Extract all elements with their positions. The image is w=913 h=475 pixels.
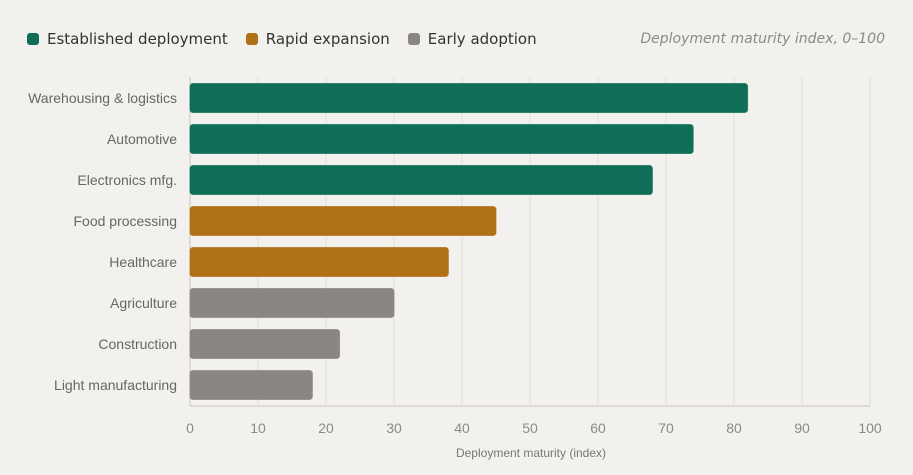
x-tick-label: 20 (318, 420, 334, 436)
bar (189, 124, 694, 154)
legend-label-early: Early adoption (427, 30, 537, 48)
x-tick-label: 70 (658, 420, 674, 436)
legend-label-established: Established deployment (47, 30, 228, 48)
x-tick-label: 80 (726, 420, 742, 436)
legend-item-established: Established deployment (27, 30, 228, 48)
legend-item-early: Early adoption (407, 30, 537, 48)
x-tick-label: 50 (522, 420, 538, 436)
bar (189, 370, 313, 400)
legend-label-rapid: Rapid expansion (265, 30, 390, 48)
legend-item-rapid: Rapid expansion (245, 30, 390, 48)
legend-swatch-rapid (245, 33, 258, 45)
legend: Established deployment Rapid expansion E… (27, 30, 555, 48)
category-label: Agriculture (110, 295, 177, 311)
x-tick-label: 0 (186, 420, 194, 436)
x-axis-title: Deployment maturity (index) (456, 446, 606, 460)
bar (189, 165, 653, 195)
x-tick-label: 30 (386, 420, 402, 436)
x-tick-label: 10 (250, 420, 266, 436)
chart-subtitle: Deployment maturity index, 0–100 (640, 31, 885, 47)
category-label: Automotive (107, 131, 177, 147)
legend-swatch-early (407, 33, 420, 45)
bar (189, 247, 449, 277)
legend-swatch-established (27, 33, 39, 45)
bar (189, 206, 497, 236)
bar (189, 288, 395, 318)
bar (189, 83, 749, 113)
x-tick-label: 40 (454, 420, 470, 436)
category-label: Light manufacturing (54, 377, 177, 393)
category-label: Food processing (73, 213, 177, 229)
category-label: Warehousing & logistics (28, 90, 177, 106)
x-tick-label: 90 (794, 420, 810, 436)
x-tick-label: 60 (590, 420, 606, 436)
category-label: Electronics mfg. (77, 172, 177, 188)
category-label: Healthcare (109, 254, 177, 270)
category-label: Construction (98, 336, 177, 352)
bar (189, 329, 341, 359)
x-tick-label: 100 (858, 420, 882, 436)
